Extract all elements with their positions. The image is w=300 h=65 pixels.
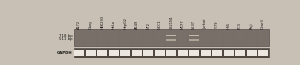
Text: HS5: HS5 [226, 22, 231, 29]
Bar [224, 50, 234, 56]
Text: GAPDH: GAPDH [57, 51, 72, 55]
Bar [74, 29, 269, 46]
Text: Jurkat: Jurkat [204, 18, 208, 29]
Bar [143, 50, 153, 56]
Bar [109, 50, 119, 56]
Bar [74, 50, 84, 56]
Text: HeLa: HeLa [112, 20, 116, 29]
Bar [235, 50, 245, 56]
Text: Y-79: Y-79 [215, 21, 219, 29]
Text: Daoy: Daoy [89, 20, 93, 29]
Bar [189, 50, 199, 56]
Text: A172: A172 [77, 20, 81, 29]
Text: 5637: 5637 [192, 20, 196, 29]
Text: A549: A549 [135, 20, 139, 29]
Bar [86, 50, 96, 56]
Bar [189, 35, 199, 36]
Text: HEK293: HEK293 [100, 15, 104, 29]
Bar [247, 50, 257, 56]
Bar [120, 50, 130, 56]
Bar [74, 48, 269, 58]
Text: 718 bp: 718 bp [58, 34, 72, 38]
Bar [132, 50, 142, 56]
Text: 511 bp: 511 bp [59, 37, 72, 41]
Bar [154, 50, 165, 56]
Text: 1321N1: 1321N1 [169, 15, 173, 29]
Bar [258, 50, 268, 56]
Text: HepG2: HepG2 [123, 17, 127, 29]
Bar [212, 50, 222, 56]
Bar [178, 50, 188, 56]
Text: PC3: PC3 [238, 22, 242, 29]
Text: NCC1: NCC1 [158, 19, 162, 29]
Text: Raji: Raji [250, 22, 254, 29]
Text: NT2: NT2 [146, 22, 150, 29]
Bar [167, 39, 176, 41]
Bar [97, 50, 107, 56]
Text: MCF7: MCF7 [181, 19, 185, 29]
Bar [166, 50, 176, 56]
Bar [189, 39, 199, 41]
Text: Ovar3: Ovar3 [261, 18, 265, 29]
Bar [167, 35, 176, 36]
Bar [201, 50, 211, 56]
